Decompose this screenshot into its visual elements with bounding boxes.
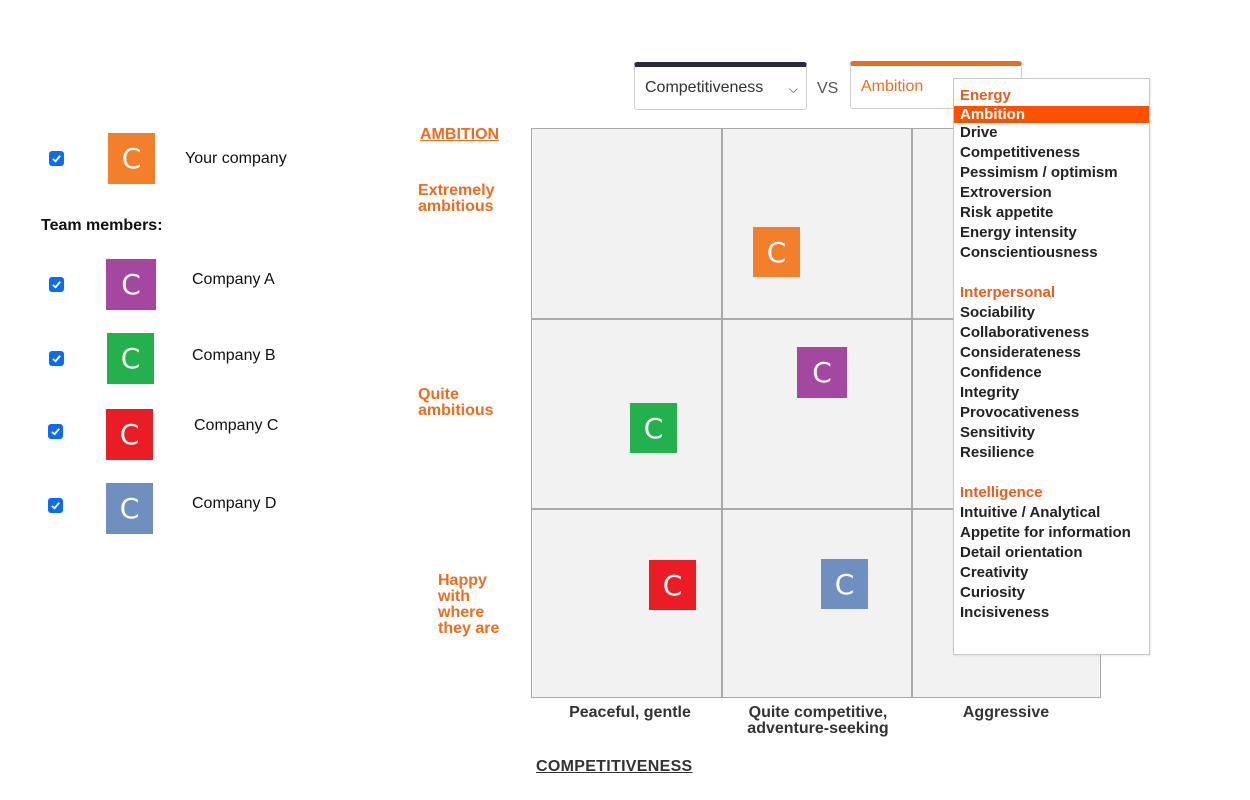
y-axis-select-value: Ambition: [861, 78, 924, 95]
x-axis-select[interactable]: Competitiveness ⌵: [634, 62, 807, 110]
dropdown-option-resilience[interactable]: Resilience: [960, 444, 1035, 461]
y-axis-title: AMBITION: [420, 126, 500, 143]
dropdown-group-interpersonal: Interpersonal: [960, 284, 1056, 301]
company-c-plot-marker[interactable]: C: [649, 560, 696, 610]
company-a-checkbox[interactable]: [49, 277, 64, 292]
company-a-label: Company A: [192, 271, 275, 288]
grid-divider: [532, 508, 1100, 510]
x-level-high: Aggressive: [962, 704, 1050, 721]
x-axis-select-value: Competitiveness: [645, 79, 764, 96]
company-d-plot-marker[interactable]: C: [821, 559, 868, 609]
dropdown-option-sensitivity[interactable]: Sensitivity: [960, 424, 1036, 441]
dropdown-option-provocativeness[interactable]: Provocativeness: [960, 404, 1080, 421]
company-c-label: Company C: [194, 417, 279, 434]
team-members-title: Team members:: [41, 217, 163, 234]
dropdown-option-sociability[interactable]: Sociability: [960, 304, 1036, 321]
company-b-plot-marker[interactable]: C: [630, 403, 677, 453]
your-company-marker: C: [108, 133, 155, 184]
company-d-label: Company D: [192, 495, 277, 512]
company-c-checkbox[interactable]: [48, 424, 63, 439]
company-c-marker: C: [106, 409, 153, 460]
dropdown-option-considerateness[interactable]: Considerateness: [960, 344, 1081, 361]
dropdown-group-intelligence: Intelligence: [960, 484, 1043, 501]
grid-divider: [911, 129, 913, 697]
dropdown-option-confidence[interactable]: Confidence: [960, 364, 1042, 381]
x-axis-title: COMPETITIVENESS: [536, 758, 693, 775]
company-b-marker: C: [107, 333, 154, 384]
company-a-plot-marker[interactable]: C: [797, 347, 847, 398]
check-icon: [52, 355, 61, 363]
check-icon: [51, 428, 60, 436]
x-level-mid: Quite competitive, adventure-seeking: [747, 704, 889, 737]
grid-divider: [721, 129, 723, 697]
dropdown-option-detail-orientation[interactable]: Detail orientation: [960, 544, 1083, 561]
company-b-checkbox[interactable]: [49, 351, 64, 366]
x-level-low: Peaceful, gentle: [569, 704, 691, 721]
grid-divider: [532, 318, 1100, 320]
check-icon: [52, 281, 61, 289]
dropdown-option-integrity[interactable]: Integrity: [960, 384, 1020, 401]
your-company-label: Your company: [185, 150, 287, 167]
dropdown-spacer: [954, 263, 1149, 283]
y-level-low: Happy with where they are: [438, 572, 500, 637]
dropdown-group-energy: Energy: [960, 87, 1011, 104]
company-a-marker: C: [106, 259, 156, 310]
your-company-checkbox[interactable]: [49, 151, 64, 166]
chevron-down-icon: ⌵: [788, 82, 798, 96]
dropdown-option-creativity[interactable]: Creativity: [960, 564, 1029, 581]
dropdown-option-extroversion[interactable]: Extroversion: [960, 184, 1052, 201]
dropdown-option-appetite-for-information[interactable]: Appetite for information: [960, 524, 1131, 541]
vs-label: VS: [817, 80, 839, 97]
dropdown-spacer: [954, 463, 1149, 483]
dropdown-option-collaborativeness[interactable]: Collaborativeness: [960, 324, 1090, 341]
dropdown-option-intuitive-analytical[interactable]: Intuitive / Analytical: [960, 504, 1101, 521]
your-company-plot-marker[interactable]: C: [753, 227, 800, 277]
company-b-label: Company B: [192, 347, 276, 364]
dropdown-option-drive[interactable]: Drive: [960, 124, 998, 141]
check-icon: [51, 502, 60, 510]
dropdown-option-ambition[interactable]: Ambition: [954, 106, 1149, 123]
check-icon: [52, 155, 61, 163]
dropdown-option-incisiveness[interactable]: Incisiveness: [960, 604, 1050, 621]
dropdown-option-risk-appetite[interactable]: Risk appetite: [960, 204, 1054, 221]
y-level-high: Extremely ambitious: [418, 182, 495, 215]
y-level-mid: Quite ambitious: [418, 386, 494, 419]
dropdown-option-energy-intensity[interactable]: Energy intensity: [960, 224, 1077, 241]
company-d-marker: C: [106, 483, 153, 534]
y-axis-dropdown-list[interactable]: Energy Ambition Drive Competitiveness Pe…: [953, 78, 1150, 655]
dropdown-option-pessimism-optimism[interactable]: Pessimism / optimism: [960, 164, 1118, 181]
dropdown-option-competitiveness[interactable]: Competitiveness: [960, 144, 1081, 161]
dropdown-option-conscientiousness[interactable]: Conscientiousness: [960, 244, 1098, 261]
company-d-checkbox[interactable]: [48, 498, 63, 513]
dropdown-option-curiosity[interactable]: Curiosity: [960, 584, 1026, 601]
